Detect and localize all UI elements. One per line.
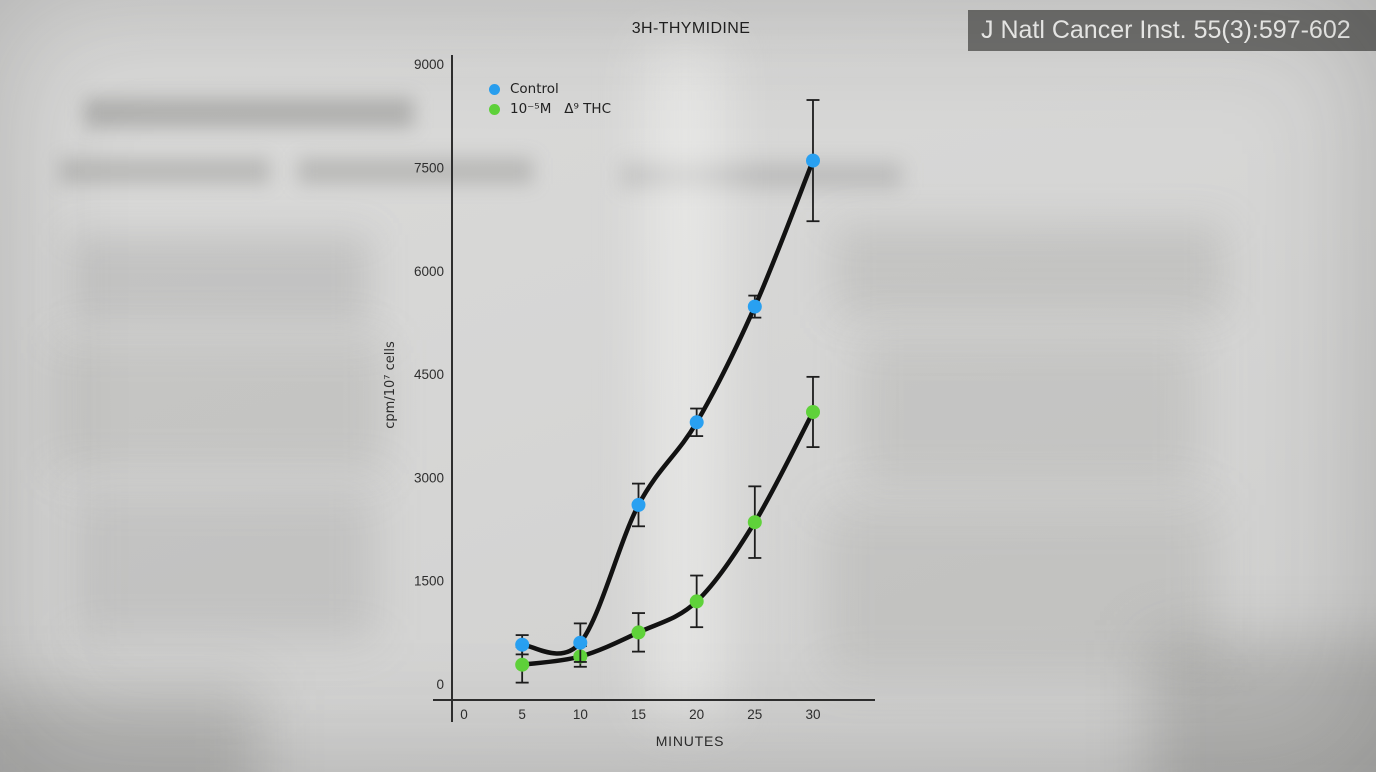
x-tick-label: 0 bbox=[460, 707, 468, 722]
x-tick-label: 5 bbox=[518, 707, 526, 722]
data-point bbox=[747, 299, 762, 314]
data-point bbox=[747, 515, 762, 530]
x-tick-label: 30 bbox=[805, 707, 820, 722]
legend-swatch-dot bbox=[489, 83, 500, 95]
x-axis-label: MINUTES bbox=[655, 733, 725, 749]
chart-title: 3H-THYMIDINE bbox=[631, 20, 751, 37]
data-point bbox=[631, 497, 646, 512]
legend-label: Control bbox=[510, 81, 559, 97]
y-tick-label: 9000 bbox=[414, 57, 444, 72]
data-point bbox=[689, 415, 704, 430]
series-curve bbox=[519, 158, 816, 656]
y-tick-label: 0 bbox=[436, 677, 444, 692]
legend: Control 10⁻⁵M Δ⁹ THC bbox=[489, 81, 611, 122]
y-tick-label: 7500 bbox=[414, 161, 444, 176]
data-point bbox=[689, 594, 704, 609]
y-tick-label: 1500 bbox=[414, 574, 444, 589]
x-tick-label: 10 bbox=[573, 707, 588, 722]
data-point bbox=[806, 153, 820, 168]
x-tick-label: 25 bbox=[747, 707, 762, 722]
data-point bbox=[515, 637, 530, 652]
y-tick-label: 6000 bbox=[414, 264, 444, 279]
legend-swatch-dot bbox=[489, 103, 500, 115]
x-tick-label: 20 bbox=[689, 707, 704, 722]
legend-item: Control bbox=[489, 81, 611, 97]
data-point bbox=[631, 625, 646, 640]
y-tick-label: 4500 bbox=[414, 367, 444, 382]
data-point bbox=[515, 657, 530, 672]
citation-badge: J Natl Cancer Inst. 55(3):597-602 bbox=[968, 10, 1376, 51]
x-tick-label: 15 bbox=[631, 707, 646, 722]
data-point bbox=[573, 635, 588, 650]
data-point bbox=[806, 405, 820, 419]
legend-item: 10⁻⁵M Δ⁹ THC bbox=[489, 101, 611, 117]
y-tick-label: 3000 bbox=[414, 470, 444, 485]
series-curve bbox=[519, 409, 816, 667]
legend-label: 10⁻⁵M Δ⁹ THC bbox=[510, 101, 611, 117]
